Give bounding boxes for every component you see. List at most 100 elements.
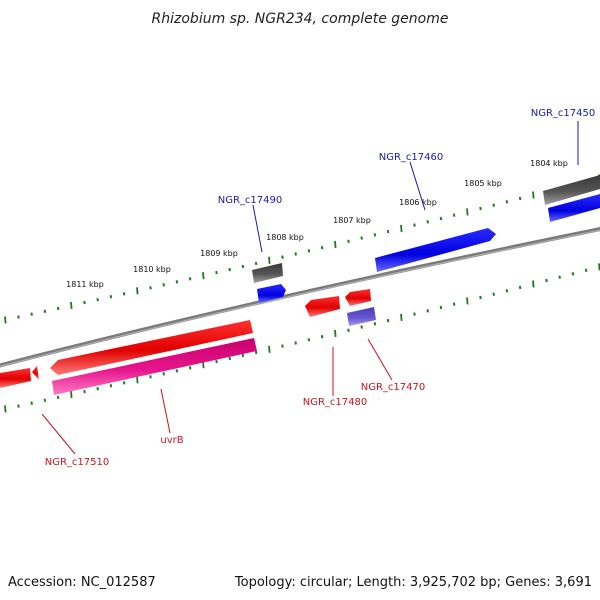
feature-uvrB-gene[interactable] (52, 338, 257, 395)
minor-tick (56, 306, 60, 311)
minor-tick (360, 236, 363, 240)
major-tick (268, 345, 271, 353)
map-title: Rhizobium sp. NGR234, complete genome (152, 11, 449, 27)
minor-tick (479, 295, 482, 300)
minor-tick (307, 249, 311, 253)
major-tick (400, 313, 403, 321)
minor-tick (188, 277, 192, 281)
minor-tick (83, 300, 86, 305)
gene-label-c17510[interactable]: NGR_c17510 (45, 457, 110, 468)
feature-c17490-gene[interactable] (252, 263, 283, 283)
minor-tick (254, 261, 258, 266)
minor-tick (320, 246, 324, 250)
gene-label-c17450[interactable]: NGR_c17450 (531, 108, 596, 119)
gene-label-uvrB[interactable]: uvrB (160, 435, 183, 446)
gene-label-c17470[interactable]: NGR_c17470 (361, 382, 426, 393)
minor-tick (386, 318, 390, 323)
minor-tick (307, 338, 311, 342)
minor-tick (426, 220, 429, 224)
feature-c17500-cds[interactable] (50, 320, 253, 375)
feature-c17470-cds[interactable] (347, 307, 376, 326)
minor-tick (518, 285, 522, 290)
gene-label-c17460[interactable]: NGR_c17460 (379, 152, 444, 163)
minor-tick (373, 322, 377, 326)
minor-tick (492, 292, 495, 296)
major-tick (334, 240, 337, 249)
minor-tick (175, 280, 179, 284)
minor-tick (17, 315, 20, 319)
major-tick (334, 329, 337, 338)
minor-tick (241, 353, 245, 358)
major-tick (70, 390, 73, 399)
minor-tick (505, 200, 509, 204)
minor-tick (215, 359, 218, 364)
minor-tick (492, 203, 495, 207)
minor-tick (347, 239, 350, 243)
minor-tick (294, 252, 297, 256)
minor-tick (228, 356, 231, 361)
label-leaders (41, 121, 579, 455)
minor-tick (122, 292, 126, 296)
feature-c17510-cds[interactable] (0, 366, 39, 388)
minor-tick (439, 305, 443, 310)
ruler-label-1805: 1805 kbp (464, 179, 502, 188)
minor-tick (254, 350, 258, 355)
minor-tick (43, 309, 47, 313)
minor-tick (452, 302, 456, 306)
major-tick (532, 191, 535, 199)
minor-tick (109, 384, 113, 388)
minor-tick (162, 283, 165, 287)
gene-label-c17490[interactable]: NGR_c17490 (218, 195, 283, 206)
minor-tick (30, 312, 33, 316)
reverse-tick-track (4, 263, 600, 413)
minor-tick (452, 213, 456, 217)
genome-backbone (0, 227, 600, 368)
ruler-label-1808: 1808 kbp (266, 233, 304, 242)
ruler-label-1810: 1810 kbp (133, 265, 171, 274)
major-tick (532, 280, 535, 288)
minor-tick (188, 366, 192, 370)
minor-tick (320, 335, 324, 339)
feature-c17490-cds[interactable] (257, 284, 286, 303)
minor-tick (17, 404, 20, 408)
major-tick (4, 405, 7, 413)
minor-tick (558, 275, 561, 279)
ruler-label-1811: 1811 kbp (66, 280, 104, 289)
minor-tick (162, 372, 165, 376)
major-tick (4, 316, 7, 324)
minor-tick (294, 341, 297, 345)
ruler-label-1806: 1806 kbp (399, 198, 437, 207)
minor-tick (347, 328, 350, 332)
minor-tick (505, 289, 509, 293)
feature-c17480-cds[interactable] (305, 296, 340, 317)
ruler-label-1807: 1807 kbp (333, 216, 371, 225)
feature-c17470-cds-red[interactable] (345, 289, 371, 306)
minor-tick (241, 264, 245, 269)
minor-tick (43, 398, 47, 402)
major-tick (136, 376, 139, 384)
minor-tick (149, 375, 152, 379)
accession-label: Accession: NC_012587 (8, 575, 156, 590)
minor-tick (413, 312, 416, 316)
minor-tick (175, 369, 179, 373)
minor-tick (281, 344, 284, 348)
major-tick (202, 272, 205, 280)
major-tick (466, 208, 469, 216)
ruler-label-1804: 1804 kbp (530, 159, 568, 168)
minor-tick (584, 268, 588, 272)
feature-c17450-cds[interactable] (548, 194, 600, 222)
feature-c17450-gene[interactable] (543, 175, 600, 205)
gene-label-c17480[interactable]: NGR_c17480 (303, 397, 368, 408)
feature-c17460-cds[interactable] (375, 228, 496, 272)
minor-tick (426, 309, 429, 313)
minor-tick (96, 298, 99, 302)
minor-tick (386, 229, 390, 234)
minor-tick (56, 395, 60, 400)
major-tick (268, 256, 271, 264)
minor-tick (96, 387, 99, 391)
genome-summary: Topology: circular; Length: 3,925,702 bp… (234, 575, 592, 590)
major-tick (400, 224, 403, 232)
minor-tick (571, 272, 575, 276)
minor-tick (545, 278, 548, 283)
